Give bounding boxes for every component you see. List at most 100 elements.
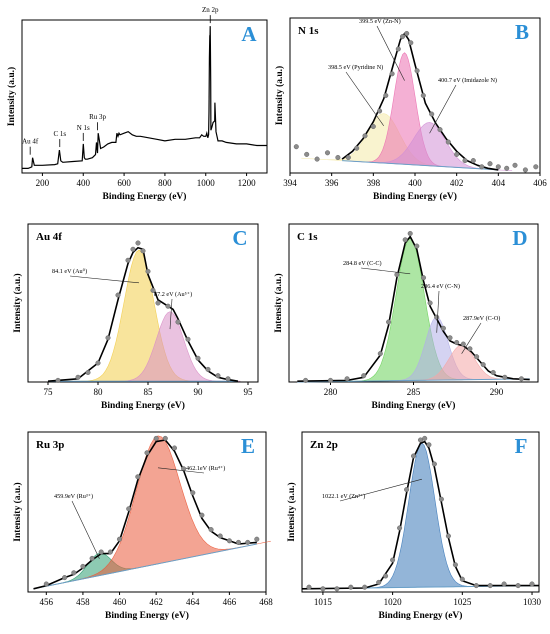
data-point: [89, 555, 95, 561]
panel-f: 1015 1020 1025 1030 Binding Energy (eV) Inten…: [286, 431, 542, 621]
x-tick-label: 468: [259, 597, 273, 607]
panel-letter: F: [515, 434, 528, 458]
data-point: [245, 539, 251, 545]
x-axis-title: Binding Energy (eV): [379, 610, 463, 621]
data-point: [390, 557, 396, 563]
data-point: [529, 581, 535, 587]
data-point: [408, 40, 414, 46]
fitted-peak-area: [354, 442, 490, 589]
background-baseline: [297, 378, 530, 383]
panel-title: Ru 3p: [36, 439, 64, 451]
peak-label-pointer: [69, 275, 140, 284]
data-point: [462, 158, 468, 164]
peak-label: 399.5 eV (Zn-N): [359, 18, 401, 25]
data-point: [215, 373, 221, 379]
data-point: [217, 533, 223, 539]
data-point: [85, 370, 91, 376]
data-point: [348, 584, 354, 590]
data-point: [75, 374, 81, 380]
data-point: [445, 139, 451, 145]
peak-label-pointer: [429, 84, 457, 134]
data-point: [383, 573, 389, 579]
data-point: [150, 287, 156, 293]
data-point: [185, 336, 191, 342]
x-tick-label: 398: [367, 178, 381, 188]
panel-e: 456 458 460 462 464 466 468 Binding Energy (eV)…: [12, 431, 273, 621]
peak-annotation: Zn 2p: [202, 6, 219, 14]
peak-label-pointer: [376, 25, 405, 81]
data-point: [460, 341, 466, 347]
data-point: [43, 581, 49, 587]
fit-envelope-line: [301, 440, 539, 590]
data-point: [370, 123, 376, 129]
panel-letter: A: [241, 22, 257, 46]
data-point: [421, 275, 427, 281]
plot-frame: [21, 19, 268, 174]
data-point: [62, 575, 68, 581]
data-point: [480, 362, 486, 368]
x-tick-label: 90: [194, 387, 204, 397]
data-point: [512, 162, 518, 168]
data-point: [328, 377, 334, 383]
data-point: [397, 525, 403, 531]
data-point: [126, 506, 132, 512]
data-point: [440, 325, 446, 331]
data-point: [467, 346, 473, 352]
data-point: [105, 335, 111, 341]
x-axis-title: Binding Energy (eV): [103, 191, 187, 202]
data-point: [334, 586, 340, 592]
data-point: [386, 319, 392, 325]
y-axis-title: Intensity (a.u.): [273, 273, 284, 332]
data-point: [383, 92, 389, 98]
plot-frame: [27, 223, 259, 383]
x-tick-label: 458: [76, 597, 90, 607]
peak-label: 459.9eV (Ru³⁺): [54, 493, 93, 500]
panel-d: 280 285 290 Binding Energy (eV) Intensity (a…: [273, 223, 539, 411]
panel-title: Zn 2p: [310, 439, 338, 451]
data-point: [55, 377, 61, 383]
x-tick-label: 1200: [238, 178, 257, 188]
panel-title: N 1s: [298, 25, 319, 37]
data-point: [420, 92, 426, 98]
data-point: [389, 71, 395, 77]
data-point: [145, 268, 151, 274]
data-point: [376, 579, 382, 585]
x-tick-label: 402: [450, 178, 464, 188]
data-point: [515, 583, 521, 589]
data-point: [80, 563, 86, 569]
x-tick-label: 1030: [523, 597, 542, 607]
plot-frame: [27, 431, 267, 593]
data-point: [429, 111, 435, 117]
x-axis-title: Binding Energy (eV): [373, 191, 457, 202]
y-axis-title: Intensity (a.u.): [6, 67, 17, 126]
data-point: [107, 549, 113, 555]
data-point: [473, 583, 479, 589]
data-point: [426, 442, 432, 448]
data-point: [422, 435, 428, 441]
x-tick-label: 85: [144, 387, 154, 397]
peak-label: 286.4 eV (C-N): [421, 283, 460, 290]
data-point: [345, 154, 351, 160]
data-point: [407, 230, 413, 236]
data-point: [402, 237, 408, 243]
panel-letter: D: [512, 226, 527, 250]
data-point: [254, 536, 260, 542]
data-point: [470, 158, 476, 164]
data-point: [199, 512, 205, 518]
data-point: [162, 435, 168, 441]
x-tick-label: 466: [223, 597, 237, 607]
peak-label-pointer: [461, 322, 482, 354]
peak-label: 87.2 eV (Au⁵⁺): [154, 291, 192, 298]
data-point: [362, 584, 368, 590]
peak-annotation: Au 4f: [22, 138, 39, 146]
x-tick-label: 1020: [384, 597, 403, 607]
panel-letter: B: [515, 20, 529, 44]
data-point: [377, 351, 383, 357]
data-point: [293, 144, 299, 150]
data-point: [314, 156, 320, 162]
peak-label: 1022.1 eV (Zn²⁺): [322, 493, 365, 500]
data-point: [452, 562, 458, 568]
data-point: [377, 108, 383, 114]
background-baseline: [33, 543, 257, 590]
x-axis-title: Binding Energy (eV): [105, 610, 189, 621]
